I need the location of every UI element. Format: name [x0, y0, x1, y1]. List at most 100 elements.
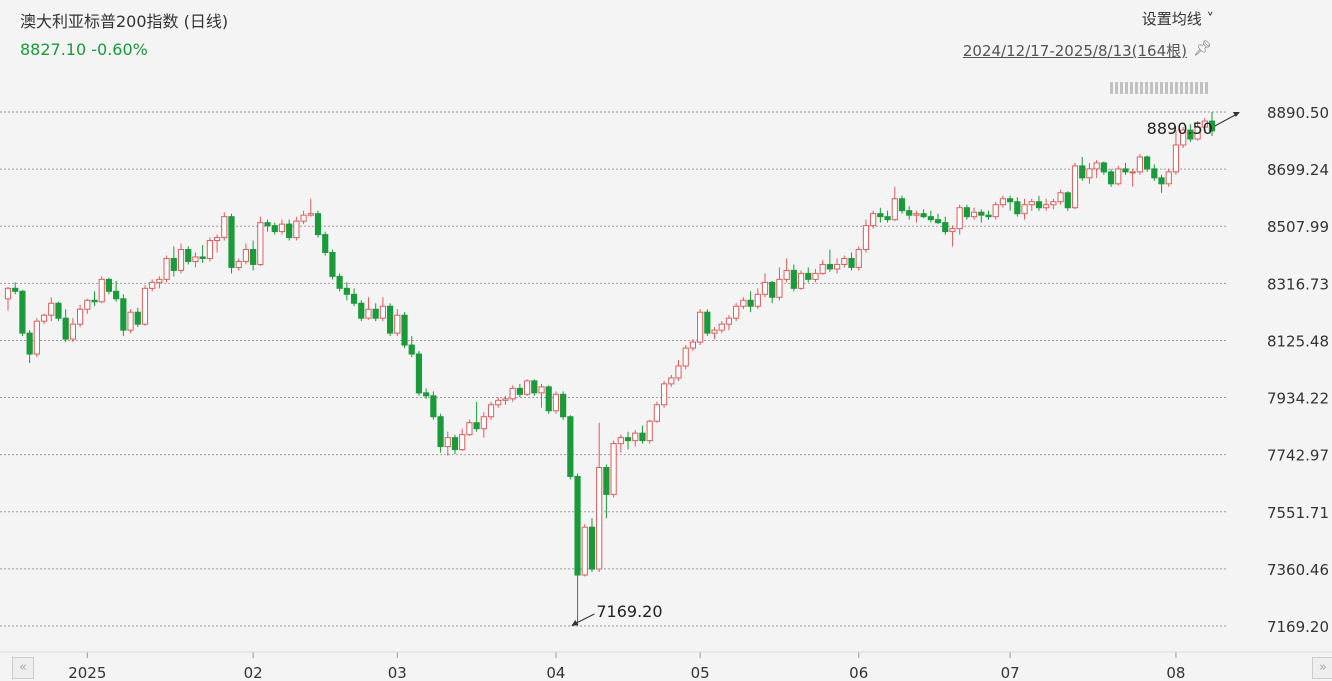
candle-down	[1007, 198, 1014, 203]
candle-down	[531, 380, 538, 394]
candle-down	[639, 432, 646, 442]
candle-down	[1144, 156, 1151, 170]
candle-down	[415, 353, 423, 394]
moving-average-strip	[1110, 82, 1208, 94]
candle-down	[451, 437, 459, 451]
candle-up	[495, 399, 502, 406]
candle-down	[105, 278, 113, 292]
candle-up	[487, 404, 495, 418]
candle-up	[660, 383, 668, 406]
candle-down	[884, 216, 891, 221]
double-chevron-right-icon[interactable]: »	[1312, 657, 1332, 679]
candle-up	[552, 393, 560, 412]
candle-up	[84, 299, 91, 310]
candle-down	[91, 299, 98, 303]
candle-up	[1172, 144, 1180, 173]
candle-down	[322, 234, 329, 253]
x-tick-label: 05	[691, 664, 710, 681]
candle-down	[1107, 171, 1115, 185]
candle-down	[228, 216, 235, 268]
candle-down	[963, 207, 970, 218]
candle-up	[293, 220, 300, 239]
candle-up	[1180, 129, 1187, 146]
candle-up	[1093, 162, 1100, 170]
candle-up	[69, 323, 76, 340]
x-tick-label: 06	[849, 664, 868, 681]
x-tick-label: 02	[244, 664, 263, 681]
pin-icon[interactable]: 📌︎	[1192, 39, 1212, 57]
candle-down	[920, 213, 927, 218]
date-range-link[interactable]: 2024/12/17-2025/8/13(164根)	[962, 42, 1187, 60]
x-tick-label: 2025	[68, 664, 106, 681]
candle-up	[4, 287, 12, 300]
candle-up	[307, 213, 314, 216]
y-tick-label: 8316.73	[1267, 275, 1329, 293]
candle-down	[1014, 201, 1021, 215]
candle-down	[185, 249, 192, 262]
candle-down	[1035, 201, 1043, 209]
candle-up	[870, 213, 877, 227]
candle-up	[718, 323, 725, 331]
candle-up	[653, 404, 660, 422]
y-tick-label: 7934.22	[1267, 390, 1329, 408]
candle-up	[1129, 171, 1136, 174]
candle-down	[113, 290, 120, 300]
candle-down	[55, 302, 62, 319]
candle-down	[1158, 177, 1165, 185]
candle-down	[1208, 120, 1216, 132]
x-tick-label: 03	[388, 664, 407, 681]
candle-up	[668, 377, 675, 385]
candle-up	[149, 281, 156, 289]
candle-up	[797, 272, 805, 289]
x-tick-label: 08	[1166, 664, 1185, 681]
candle-up	[581, 526, 588, 576]
candle-up	[1086, 168, 1093, 179]
price-change-readout: 8827.10 -0.60%	[20, 40, 148, 59]
candle-up	[77, 308, 84, 325]
candle-up	[697, 311, 704, 343]
candle-down	[329, 251, 336, 277]
candle-up	[480, 416, 487, 430]
candle-up	[1050, 201, 1057, 206]
candle-up	[711, 329, 718, 334]
candle-up	[970, 211, 978, 218]
candle-up	[819, 263, 826, 274]
candle-up	[127, 311, 134, 331]
candle-up	[1194, 126, 1201, 140]
candle-up	[596, 466, 603, 570]
set-moving-average-button[interactable]: 设置均线 ˅	[1141, 10, 1214, 28]
candle-down	[170, 257, 177, 271]
candle-up	[300, 214, 307, 222]
candle-up	[141, 287, 149, 325]
candle-up	[1115, 168, 1122, 185]
candle-down	[423, 392, 430, 397]
candle-down	[942, 222, 949, 233]
candle-down	[588, 526, 596, 570]
candle-down	[927, 216, 934, 221]
candle-down	[560, 393, 567, 418]
y-tick-label: 8699.24	[1267, 161, 1329, 179]
candle-up	[834, 263, 841, 270]
candle-down	[350, 293, 358, 304]
double-chevron-left-icon[interactable]: «	[12, 657, 34, 679]
candle-up	[1021, 204, 1028, 215]
candle-up	[812, 272, 819, 280]
candle-up	[675, 365, 682, 379]
candle-up	[1201, 120, 1208, 128]
candle-up	[98, 278, 105, 303]
candle-up	[682, 347, 689, 367]
candle-up	[891, 198, 898, 221]
candle-down	[1187, 129, 1194, 140]
candle-down	[545, 386, 552, 412]
candle-down	[906, 210, 913, 216]
candle-up	[235, 260, 242, 268]
candle-up	[1043, 204, 1050, 209]
candle-down	[704, 311, 711, 334]
candle-up	[862, 225, 870, 251]
candle-down	[567, 416, 574, 477]
annotation-arrowhead	[571, 620, 579, 626]
candle-down	[250, 249, 257, 265]
candle-up	[956, 207, 963, 230]
candle-down	[769, 281, 776, 298]
